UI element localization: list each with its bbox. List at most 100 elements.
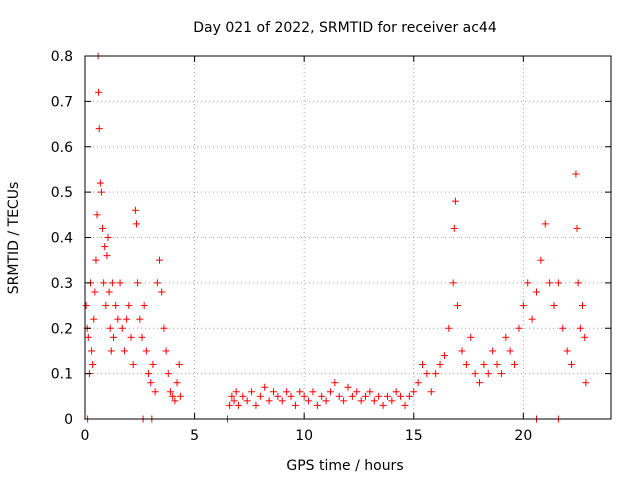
data-point [228,392,236,400]
data-point [149,361,157,369]
data-point [471,370,479,378]
data-point [256,392,264,400]
data-point [550,302,558,310]
data-point [392,388,400,396]
data-point [506,347,514,355]
data-point [116,279,124,287]
data-point [105,288,113,296]
data-point [331,379,339,387]
data-point [243,397,251,405]
data-point [397,392,405,400]
data-point [108,279,116,287]
x-tick-label: 20 [514,428,532,444]
data-point [524,279,532,287]
data-point [366,388,374,396]
x-tick-label: 10 [295,428,313,444]
data-point [278,397,286,405]
data-point [173,379,181,387]
data-point [164,370,172,378]
data-point [269,388,277,396]
axis-ticks: 0 5 10 15 20 0 0.1 0.2 0.3 0.4 0.5 0.6 0.7 0.8 [51,49,611,444]
data-point [134,279,142,287]
data-point [151,388,159,396]
data-point [493,361,501,369]
y-tick-label: 0.7 [51,94,73,110]
data-point [114,315,122,323]
data-point [581,333,589,341]
data-point [103,252,111,260]
chart-title: Day 021 of 2022, SRMTID for receiver ac4… [193,20,497,36]
data-point [252,401,260,409]
data-point [176,392,184,400]
data-point [502,333,510,341]
data-point [156,256,164,264]
data-point [537,256,545,264]
data-point [401,401,409,409]
y-axis-label: SRMTID / TECUs [6,182,22,295]
data-point [291,401,299,409]
data-point [454,302,462,310]
data-point [348,392,356,400]
data-point [440,351,448,359]
data-point [383,392,391,400]
data-point [353,388,361,396]
data-point [226,401,234,409]
data-point [489,347,497,355]
data-point [414,379,422,387]
data-point [90,315,98,323]
data-point [95,125,103,133]
data-point [89,361,97,369]
data-point [158,288,166,296]
data-point [582,379,590,387]
data-point [232,388,240,396]
data-point [91,288,99,296]
x-tick-label: 0 [81,428,90,444]
data-point [528,315,536,323]
data-point [511,361,519,369]
data-point [166,388,174,396]
data-point [169,392,177,400]
data-point [171,397,179,405]
data-point [96,179,104,187]
data-point [554,279,562,287]
data-point [99,224,107,232]
data-point [136,315,144,323]
data-point [120,347,128,355]
x-tick-label: 5 [190,428,199,444]
data-point [100,279,108,287]
data-point [125,302,133,310]
data-point [88,347,96,355]
data-point [462,361,470,369]
data-point [362,392,370,400]
data-point [313,401,321,409]
data-point [573,224,581,232]
data-point [405,392,413,400]
x-tick-label: 15 [405,428,423,444]
data-point [432,370,440,378]
data-point [326,388,334,396]
data-point [322,397,330,405]
data-point [142,347,150,355]
data-point [436,361,444,369]
data-point [476,379,483,387]
data-point [519,302,527,310]
y-tick-label: 0.6 [51,140,73,156]
data-point [109,333,117,341]
data-point [248,388,256,396]
data-point [175,361,183,369]
data-point [576,324,584,332]
data-point [541,220,549,228]
data-point [274,392,282,400]
data-point [451,197,459,205]
data-point [162,347,170,355]
data-point [84,333,92,341]
data-point [309,388,317,396]
y-tick-label: 0.5 [51,185,73,201]
data-point [153,279,161,287]
y-tick-label: 0.3 [51,276,73,292]
data-point [283,388,291,396]
data-point [568,361,576,369]
y-tick-label: 0.2 [51,321,73,337]
data-point [239,392,247,400]
data-point [118,324,126,332]
